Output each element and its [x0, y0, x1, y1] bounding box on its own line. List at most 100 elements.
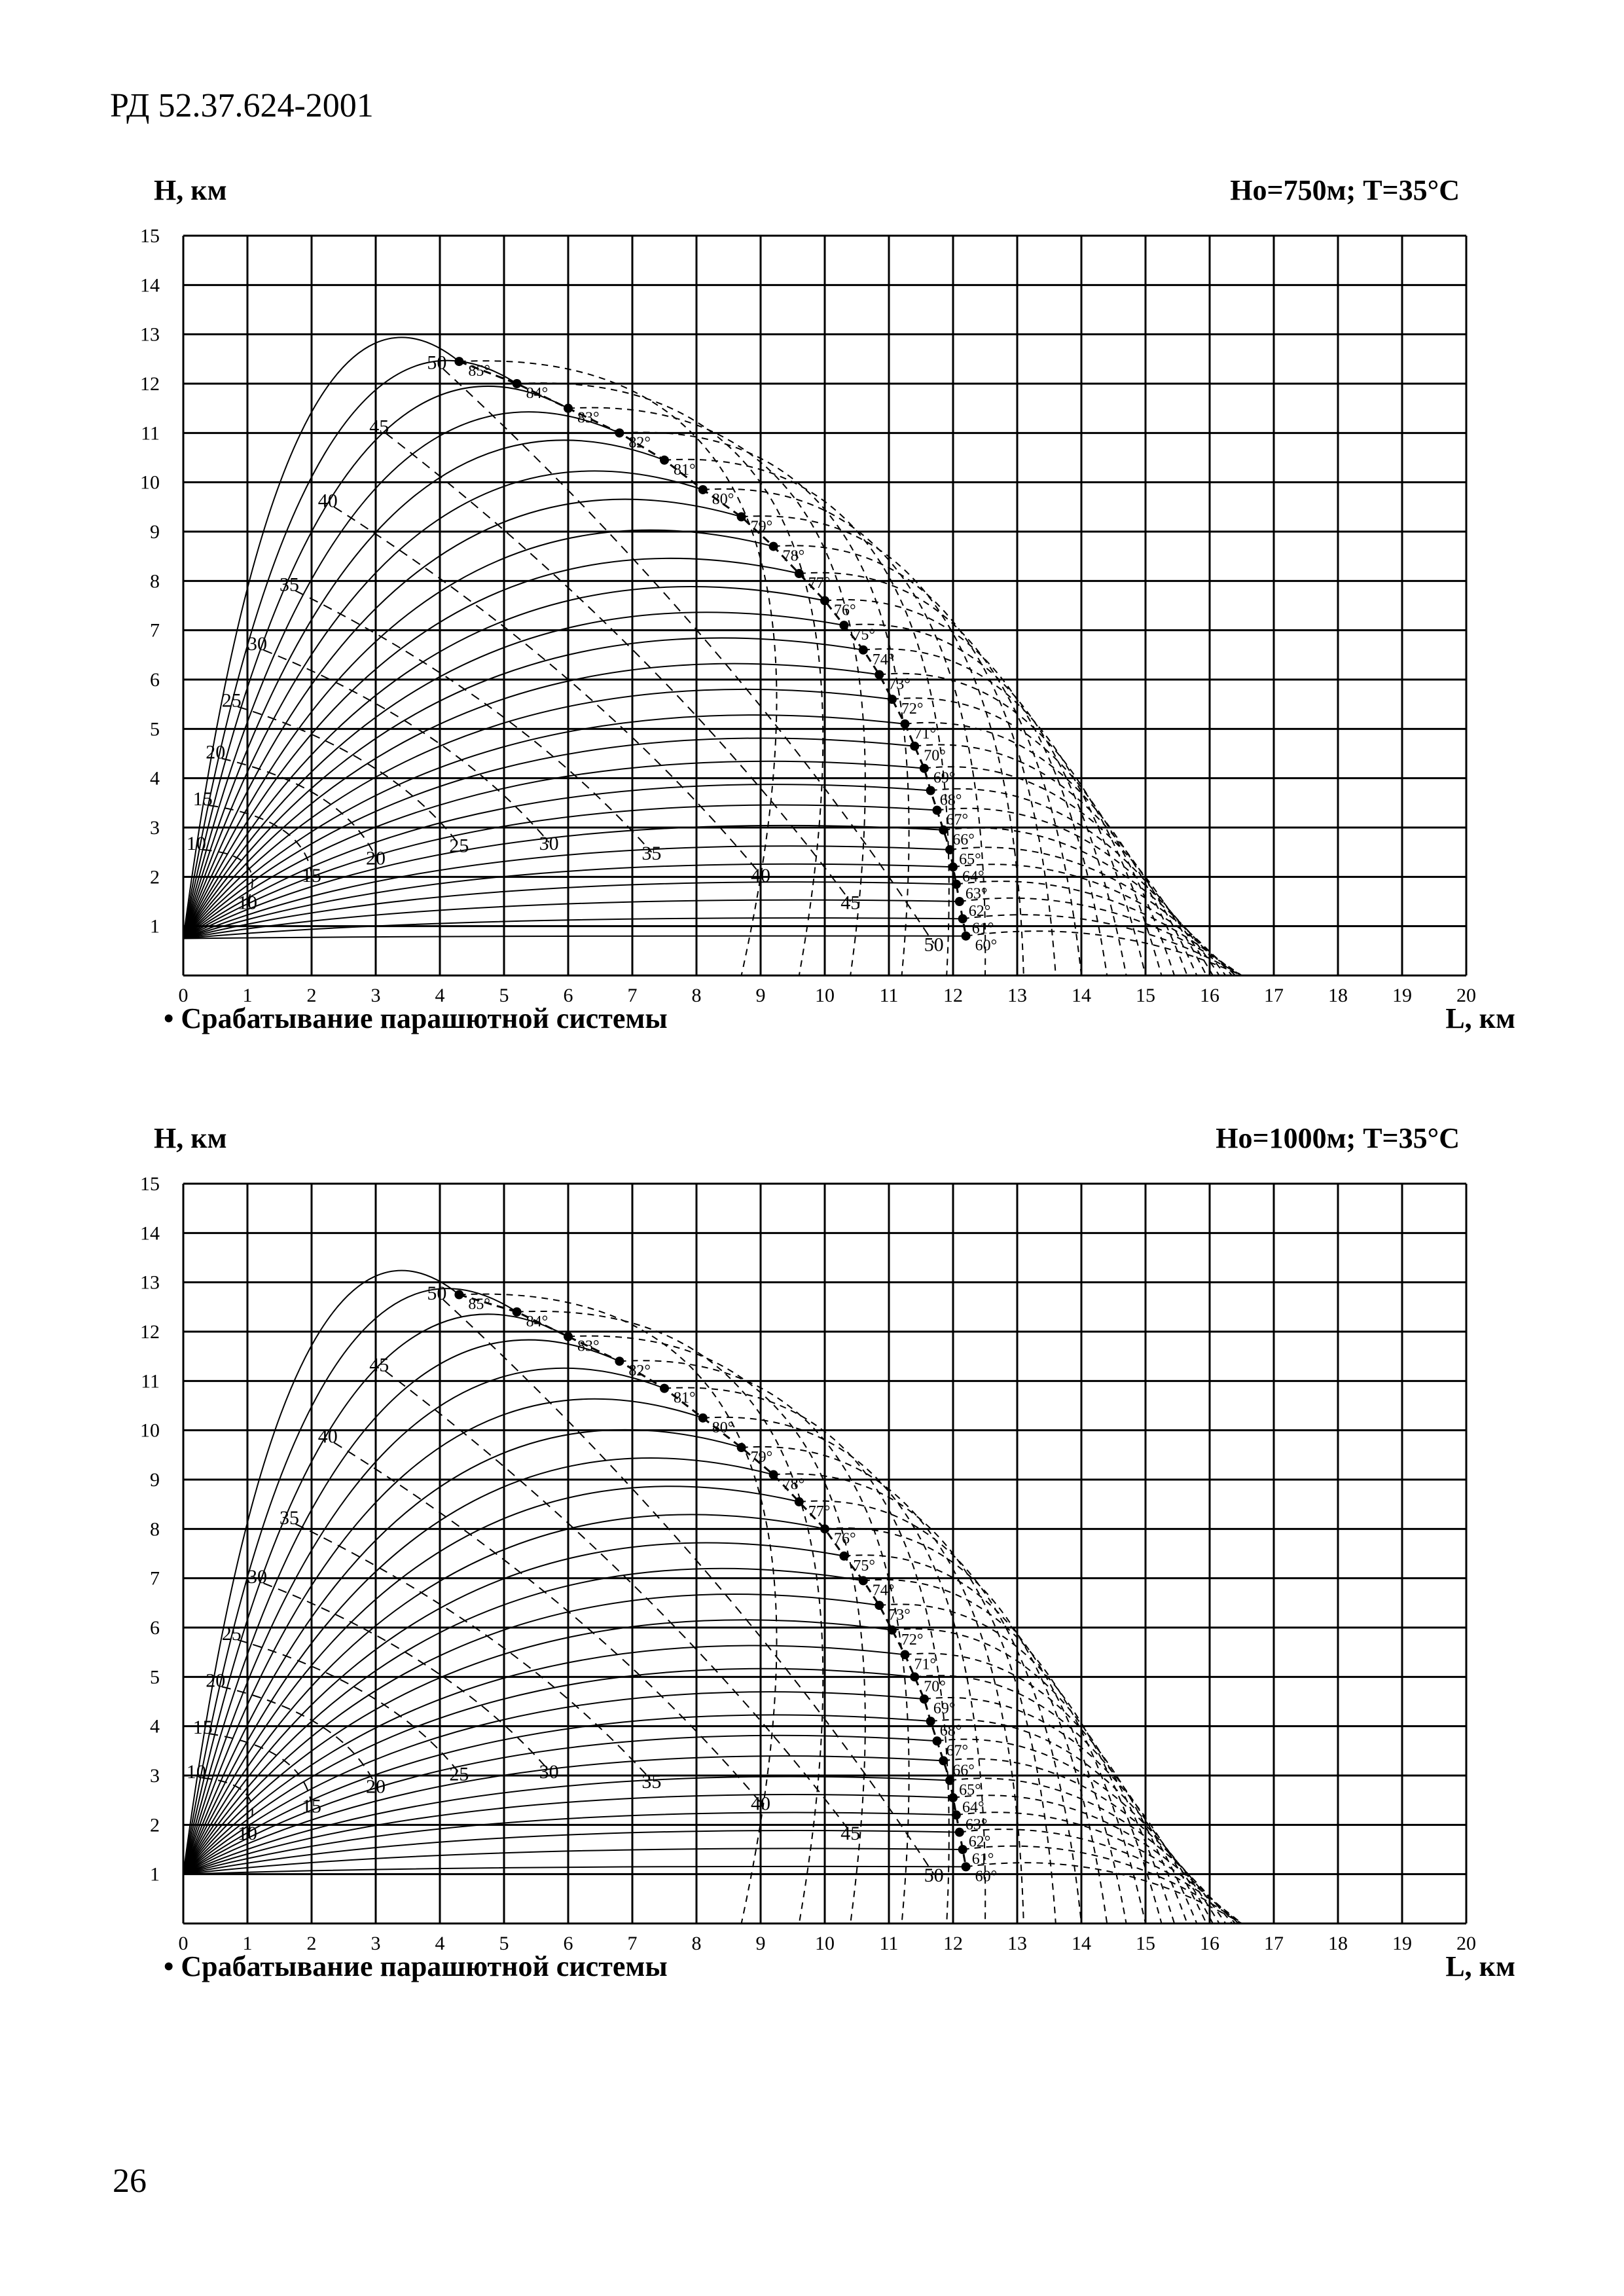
trajectory-ascent-curve — [183, 1457, 774, 1875]
trajectory-ascent-curve — [183, 585, 825, 939]
angle-label: 76° — [834, 602, 856, 619]
x-tick-label: 18 — [1328, 1933, 1348, 1954]
trajectory-descent-curve — [824, 599, 1108, 976]
angle-label: 69° — [933, 770, 956, 787]
trajectory-ascent-curve — [183, 881, 956, 939]
trajectory-ascent-curve — [183, 637, 863, 939]
trajectory-ascent-curve — [183, 824, 944, 939]
parachute-point-marker — [875, 670, 884, 680]
x-tick-label: 10 — [815, 985, 835, 1006]
trajectory-ascent-curve — [183, 1645, 905, 1875]
y-tick-label: 3 — [150, 1765, 160, 1787]
parachute-legend-note: • Срабатывание парашютной системы — [164, 1950, 668, 1982]
angle-label: 62° — [969, 1834, 991, 1851]
time-label-bottom: 25 — [449, 1764, 469, 1785]
y-tick-label: 9 — [150, 1469, 160, 1491]
trajectory-ascent-curve — [183, 899, 960, 939]
x-tick-label: 11 — [880, 985, 899, 1006]
x-tick-label: 14 — [1072, 985, 1091, 1006]
x-tick-label: 15 — [1136, 1933, 1155, 1954]
time-label-left: 40 — [318, 1426, 338, 1448]
parachute-point-marker — [839, 1551, 849, 1561]
angle-label: 63° — [965, 886, 988, 903]
trajectory-descent-curve — [879, 672, 1163, 976]
angle-label: 72° — [901, 1631, 924, 1649]
x-tick-label: 5 — [499, 985, 509, 1006]
time-label-left: 35 — [280, 574, 299, 595]
parachute-point-marker — [839, 621, 849, 630]
angle-label: 60° — [975, 1868, 998, 1885]
y-tick-label: 2 — [150, 1814, 160, 1836]
angle-label: 71° — [914, 725, 937, 742]
trajectory-descent-curve — [914, 744, 1198, 976]
trajectory-descent-curve — [914, 1675, 1198, 1924]
time-label-bottom: 20 — [366, 1776, 386, 1797]
trajectory-descent-curve — [516, 382, 824, 976]
trajectory-descent-curve — [905, 1652, 1188, 1924]
trajectory-descent-curve — [952, 864, 1236, 976]
trajectory-descent-curve — [516, 1310, 824, 1924]
parachute-point-marker — [910, 741, 920, 751]
time-isoline — [263, 649, 550, 843]
chart-svg: H, км Ho=1000м; T=35°C0 1 2 3 4 5 6 7 8 9 10 11 12 13 1… — [140, 1122, 1515, 1982]
parachute-point-marker — [961, 931, 971, 941]
trajectory-ascent-curve — [183, 663, 880, 939]
trajectory-descent-curve — [965, 1862, 1242, 1924]
angle-label: 78° — [783, 548, 805, 565]
trajectory-ascent-curve — [183, 1691, 924, 1875]
parachute-point-marker — [768, 1470, 778, 1480]
parachute-point-marker — [954, 897, 964, 906]
time-label-left: 15 — [193, 1717, 213, 1738]
time-label-bottom: 35 — [641, 843, 661, 864]
trajectory-ascent-curve — [183, 1339, 620, 1874]
trajectory-descent-curve — [962, 1845, 1242, 1924]
angle-label: 82° — [628, 1362, 651, 1379]
trajectory-curves — [183, 337, 1242, 976]
trajectory-descent-curve — [937, 1738, 1220, 1924]
x-tick-label: 15 — [1136, 985, 1155, 1006]
parachute-point-marker — [945, 1776, 955, 1785]
y-axis-title: H, км — [154, 1122, 227, 1154]
y-tick-label: 11 — [141, 1370, 160, 1392]
trajectory-descent-curve — [943, 1758, 1227, 1924]
trajectory-descent-curve — [702, 1416, 986, 1924]
parachute-point-marker — [820, 596, 829, 606]
time-isoline — [333, 1442, 761, 1804]
y-tick-label: 8 — [150, 1518, 160, 1540]
trajectory-descent-curve — [956, 881, 1239, 976]
time-label-left: 10 — [187, 833, 206, 854]
angle-label: 63° — [965, 1816, 988, 1833]
trajectory-descent-curve — [619, 431, 910, 976]
trajectory-descent-curve — [773, 545, 1056, 976]
parachute-point-marker — [660, 1383, 669, 1393]
angle-label: 64° — [962, 1799, 984, 1816]
time-label-bottom: 45 — [840, 1823, 860, 1844]
trajectory-ascent-curve — [183, 1734, 937, 1875]
parachute-point-marker — [698, 484, 708, 494]
y-axis-title: H, км — [154, 174, 227, 206]
angle-label: 85° — [468, 1296, 490, 1313]
angle-label: 61° — [972, 1851, 994, 1868]
angle-label: 83° — [577, 1338, 600, 1355]
trajectory-ascent-curve — [183, 737, 915, 939]
trajectory-ascent-curve — [183, 917, 963, 939]
time-isoline — [209, 805, 312, 875]
trajectory-descent-curve — [965, 930, 1242, 976]
trajectory-descent-curve — [924, 766, 1207, 976]
trajectory-ascent-curve — [183, 1714, 931, 1875]
time-label-left: 25 — [222, 689, 242, 711]
angle-label: 62° — [969, 903, 991, 920]
angle-label: 81° — [674, 1390, 696, 1407]
x-tick-label: 4 — [435, 1933, 445, 1954]
time-labels: 10 15 20 25 30 35 40 45 50 10 15 20 25 30 35 40 45 50 — [187, 1283, 944, 1886]
parachute-point-marker — [926, 786, 935, 795]
angle-label: 70° — [924, 748, 946, 765]
time-isoline — [333, 506, 761, 875]
trajectory-descent-curve — [459, 360, 778, 976]
parachute-point-marker — [736, 1443, 746, 1453]
y-tick-label: 5 — [150, 1666, 160, 1688]
parachute-point-marker — [454, 357, 464, 367]
trajectory-descent-curve — [824, 1527, 1108, 1924]
trajectory-chart-1000m: H, км Ho=1000м; T=35°C 0 1 2 3 4 5 6 7 8 9 10 11 12 13 1… — [92, 1112, 1538, 2015]
y-tick-label: 7 — [150, 620, 160, 642]
